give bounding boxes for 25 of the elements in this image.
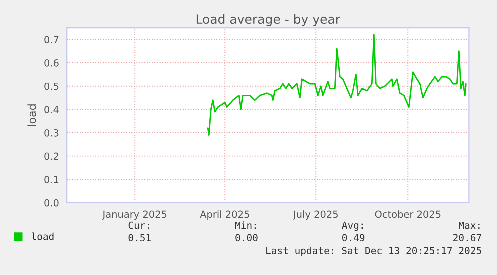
text: Min: <box>235 222 256 230</box>
y-tick-label: 0.4 <box>44 106 59 114</box>
y-tick-label: 0.6 <box>44 60 59 67</box>
y-tick-label: 0.3 <box>44 129 59 137</box>
text: 0.00 <box>236 234 258 242</box>
text: Avg: <box>342 222 363 232</box>
y-tick-label: 0.2 <box>44 152 58 160</box>
y-tick-label: 0.0 <box>44 199 59 207</box>
x-tick-label: January 2025 <box>102 210 167 220</box>
x-tick-label: October 2025 <box>375 210 441 218</box>
text: Last update: Sat Dec 13 20:25:17 2025 <box>266 246 482 256</box>
y-tick-label: 0.1 <box>44 176 59 184</box>
text: 20.67 <box>454 234 482 242</box>
x-tick-label: April 2025 <box>200 210 250 220</box>
y-axis-title: load <box>28 104 36 126</box>
y-tick-label: 0.7 <box>44 36 59 44</box>
chart-title: Load average - by year <box>196 14 341 26</box>
y-tick-label: 0.5 <box>44 82 59 90</box>
x-tick-label: July 2025 <box>292 210 338 220</box>
text: 0.49 <box>342 234 365 242</box>
legend-label: load <box>32 232 54 240</box>
line-series <box>207 34 467 136</box>
text: 0.51 <box>128 234 151 242</box>
text: Max: <box>459 222 480 230</box>
text: Cur: <box>128 222 150 230</box>
